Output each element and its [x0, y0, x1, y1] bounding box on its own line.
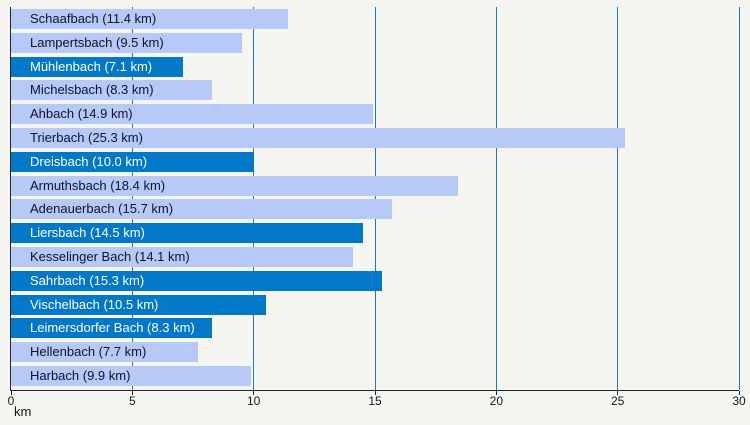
bar: Armuthsbach (18.4 km): [11, 175, 458, 196]
x-tick-label: 30: [732, 394, 746, 408]
bar-label: Harbach (9.9 km): [30, 368, 131, 383]
bar: Dreisbach (10.0 km): [11, 151, 254, 172]
bar-label: Hellenbach (7.7 km): [30, 344, 147, 360]
bar: Michelsbach (8.3 km): [11, 80, 213, 101]
bar-label: Michelsbach (8.3 km): [30, 82, 154, 98]
x-tick-label: 0: [7, 394, 15, 408]
bar: Mühlenbach (7.1 km): [11, 56, 184, 77]
x-tick-mark: [495, 391, 497, 395]
x-axis-line: [10, 390, 739, 391]
bar-label: Dreisbach (10.0 km): [30, 153, 148, 169]
x-tick-mark: [10, 391, 12, 395]
x-axis-unit-label: km: [14, 404, 32, 419]
gridline: [738, 7, 740, 390]
bar: Trierbach (25.3 km): [11, 128, 625, 148]
x-tick-label: 5: [128, 394, 136, 408]
x-tick-label: 25: [610, 394, 625, 408]
bar-label: Adenauerbach (15.7 km): [30, 201, 174, 217]
bar-label: Lampertsbach (9.5 km): [30, 34, 164, 50]
bar: Hellenbach (7.7 km): [11, 342, 198, 363]
x-tick-mark: [738, 391, 740, 395]
bar: Harbach (9.9 km): [11, 366, 252, 386]
x-tick-mark: [253, 391, 255, 395]
x-tick-mark: [374, 391, 376, 395]
x-tick-label: 15: [368, 394, 382, 408]
bar-label: Sahrbach (15.3 km): [30, 272, 145, 288]
bar: Lampertsbach (9.5 km): [11, 32, 242, 53]
bar: Leimersdorfer Bach (8.3 km): [11, 318, 213, 339]
bar: Sahrbach (15.3 km): [11, 270, 383, 291]
bar-label: Mühlenbach (7.1 km): [30, 58, 153, 74]
x-tick-mark: [617, 391, 619, 395]
x-tick-label: 20: [489, 394, 503, 408]
bar-label: Liersbach (14.5 km): [30, 225, 145, 241]
gridline: [253, 7, 255, 390]
gridline: [617, 7, 619, 390]
bar-label: Vischelbach (10.5 km): [30, 296, 159, 312]
gridline: [131, 7, 133, 390]
bar: Ahbach (14.9 km): [11, 104, 373, 125]
bar: Adenauerbach (15.7 km): [11, 199, 392, 220]
bar-label: Armuthsbach (18.4 km): [30, 177, 166, 193]
bar-label: Trierbach (25.3 km): [30, 130, 143, 145]
bar-label: Schaafbach (11.4 km): [30, 11, 157, 26]
y-axis-line: [10, 7, 11, 390]
bar: Liersbach (14.5 km): [11, 223, 363, 244]
bar-label: Ahbach (14.9 km): [30, 106, 133, 122]
gridline: [374, 7, 376, 390]
bar: Kesselinger Bach (14.1 km): [11, 247, 354, 267]
bar: Schaafbach (11.4 km): [11, 9, 288, 29]
bar-label: Leimersdorfer Bach (8.3 km): [30, 320, 195, 336]
x-tick-mark: [131, 391, 133, 395]
bar-label: Kesselinger Bach (14.1 km): [30, 249, 190, 264]
bar: Vischelbach (10.5 km): [11, 294, 266, 315]
gridline: [495, 7, 497, 390]
x-tick-label: 10: [246, 394, 261, 408]
